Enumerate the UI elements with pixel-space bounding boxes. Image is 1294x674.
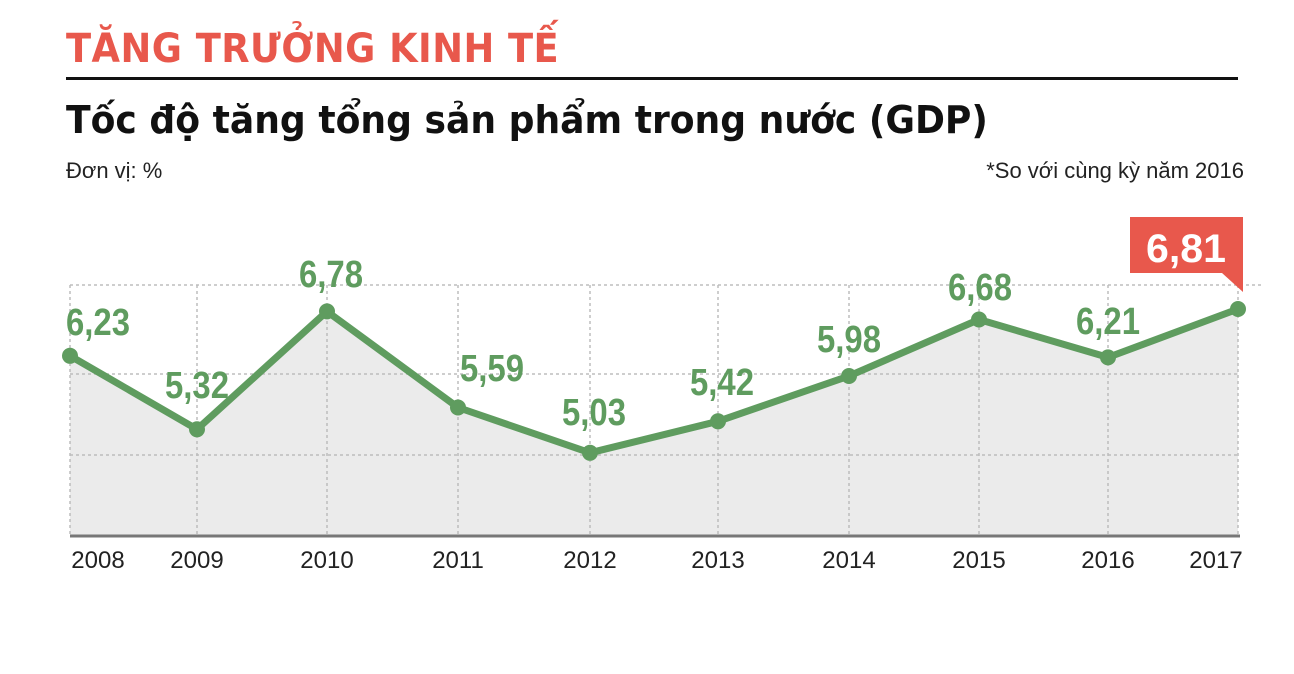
value-label: 6,78 xyxy=(299,254,363,296)
year-label: 2012 xyxy=(563,547,616,574)
header-rule xyxy=(66,77,1238,80)
kicker-title: TĂNG TRƯỞNG KINH TẾ xyxy=(66,26,560,72)
value-label: 5,59 xyxy=(460,348,524,390)
data-point xyxy=(1100,349,1116,366)
value-label: 5,03 xyxy=(562,392,626,434)
year-label: 2008 xyxy=(71,547,124,574)
year-label: 2013 xyxy=(691,547,744,574)
comparison-note: *So với cùng kỳ năm 2016 xyxy=(986,158,1244,183)
value-label: 6,21 xyxy=(1076,301,1140,343)
highlight-callout xyxy=(1130,217,1243,292)
data-point xyxy=(62,347,78,364)
value-label: 5,32 xyxy=(165,365,229,407)
year-label: 2016 xyxy=(1081,547,1134,574)
year-label: 2011 xyxy=(432,547,484,574)
data-point xyxy=(710,413,726,430)
year-label: 2009 xyxy=(170,547,223,574)
unit-label: Đơn vị: % xyxy=(66,158,163,183)
data-point xyxy=(1230,301,1246,317)
data-point xyxy=(582,444,598,461)
value-label: 6,68 xyxy=(948,267,1012,309)
year-label: 2014 xyxy=(822,547,875,574)
data-point xyxy=(450,399,466,416)
data-point xyxy=(319,303,335,320)
data-point xyxy=(841,368,857,384)
value-label: 6,23 xyxy=(66,302,130,344)
year-label: 2010 xyxy=(300,547,353,574)
highlight-value: 6,81 xyxy=(1146,227,1226,271)
value-label: 5,98 xyxy=(817,319,881,361)
data-point xyxy=(189,421,205,438)
chart-title: Tốc độ tăng tổng sản phẩm trong nước (GD… xyxy=(66,98,988,142)
area-fill xyxy=(70,309,1238,536)
data-line xyxy=(68,305,1240,457)
year-label: 2015 xyxy=(952,547,1005,574)
value-label: 5,42 xyxy=(690,362,754,404)
data-point xyxy=(971,311,987,328)
year-label: 2017 xyxy=(1189,547,1242,574)
